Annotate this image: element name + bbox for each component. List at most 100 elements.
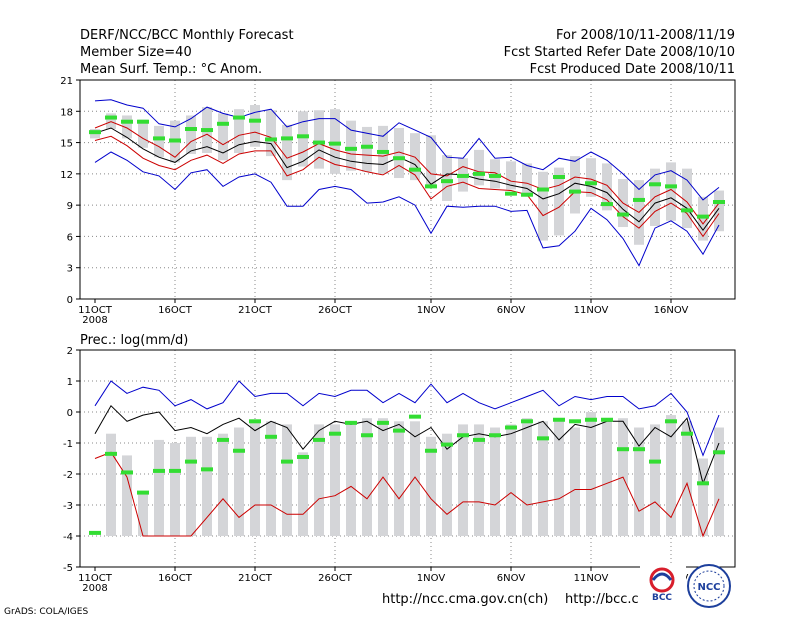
ensemble-box <box>330 109 340 174</box>
ensemble-box <box>442 155 452 201</box>
green-marker <box>633 197 645 202</box>
green-marker <box>633 447 645 452</box>
y-tick-label: 6 <box>67 232 73 243</box>
ensemble-box <box>490 159 500 189</box>
ensemble-box <box>474 149 484 186</box>
green-marker <box>473 437 485 442</box>
green-marker <box>521 419 533 424</box>
green-marker <box>345 420 357 425</box>
ensemble-box <box>362 418 372 536</box>
y-tick-label: 0 <box>67 408 73 419</box>
green-marker <box>313 140 325 145</box>
x-tick-label: 11NOV <box>574 305 609 316</box>
y-tick-label: 1 <box>67 377 73 388</box>
green-marker <box>105 115 117 120</box>
green-marker <box>553 174 565 179</box>
y-tick-label: 3 <box>67 264 73 275</box>
ensemble-box <box>570 156 580 214</box>
ensemble-box <box>522 418 532 536</box>
green-marker <box>537 187 549 192</box>
precipitation-panel: -5 -4 -3 -2 -1 0 1 2 11OCT 16OCT 21OCT 26OCT 1NOV 6NO… <box>63 346 736 594</box>
green-marker <box>329 141 341 146</box>
ensemble-box <box>218 113 228 161</box>
green-marker <box>585 417 597 422</box>
ensemble-box <box>122 455 132 536</box>
ensemble-box <box>410 421 420 536</box>
ncc-logo-text: NCC <box>697 582 720 593</box>
ensemble-box <box>586 158 596 197</box>
green-marker <box>713 450 725 455</box>
green-marker <box>233 448 245 453</box>
x-tick-label: 6NOV <box>497 573 526 584</box>
ensemble-box <box>138 492 148 536</box>
green-marker <box>217 121 229 126</box>
ensemble-box <box>202 436 212 536</box>
green-marker <box>137 119 149 124</box>
green-marker <box>425 184 437 189</box>
green-marker <box>249 419 261 424</box>
y-tick-label: 18 <box>60 107 73 118</box>
bcc-url: http://bcc.c <box>565 592 639 607</box>
ensemble-box <box>506 161 516 190</box>
green-marker <box>505 191 517 196</box>
green-marker <box>441 179 453 184</box>
green-marker <box>185 459 197 464</box>
ensemble-box <box>570 427 580 536</box>
green-marker <box>617 447 629 452</box>
temperature-panel: 0 3 6 9 12 15 18 21 11OCT 16OCT 21OCT 26OCT 1NOV 6NOV… <box>60 76 736 326</box>
green-marker <box>137 490 149 495</box>
ensemble-box <box>314 424 324 536</box>
green-marker <box>409 167 421 172</box>
green-marker <box>425 448 437 453</box>
y-tick-label: 9 <box>67 201 73 212</box>
series-line-lower <box>94 135 720 238</box>
ensemble-box <box>698 458 708 536</box>
green-marker <box>89 530 101 535</box>
ensemble-box <box>234 109 244 153</box>
ensemble-box <box>266 421 276 536</box>
ensemble-box <box>170 443 180 536</box>
series-line-mean <box>94 404 720 485</box>
x-tick-label: 16OCT <box>158 305 193 316</box>
green-marker <box>649 459 661 464</box>
y-tick-label: 12 <box>60 170 73 181</box>
forecast-period: For 2008/10/11-2008/11/19 <box>556 28 735 43</box>
bcc-logo: BCC <box>640 565 686 605</box>
ensemble-box <box>282 124 292 181</box>
green-marker <box>169 468 181 473</box>
green-marker <box>313 437 325 442</box>
green-marker <box>153 468 165 473</box>
green-marker <box>601 417 613 422</box>
series-line-min <box>94 99 720 201</box>
ensemble-box <box>714 190 724 232</box>
x-tick-label: 16OCT <box>158 573 193 584</box>
green-marker <box>601 202 613 207</box>
x-tick-label: 11OCT <box>78 305 113 316</box>
green-marker <box>681 208 693 213</box>
green-marker <box>665 184 677 189</box>
ensemble-box <box>586 412 596 536</box>
y-tick-label: -1 <box>63 439 73 450</box>
green-marker <box>201 128 213 133</box>
ensemble-box <box>666 162 676 221</box>
ensemble-box <box>394 421 404 536</box>
green-marker <box>569 189 581 194</box>
x-year-label: 2008 <box>82 583 107 594</box>
green-marker <box>265 434 277 439</box>
green-marker <box>281 136 293 141</box>
y-tick-label: -3 <box>63 501 73 512</box>
x-tick-label: 1NOV <box>417 305 446 316</box>
green-marker <box>329 431 341 436</box>
series-line-upper <box>94 121 720 225</box>
ensemble-box <box>218 433 228 536</box>
ensemble-box <box>298 452 308 536</box>
x-tick-label: 11NOV <box>574 573 609 584</box>
ncc-logo: NCC <box>687 564 731 608</box>
ensemble-box <box>426 436 436 536</box>
y-tick-label: 2 <box>67 346 73 357</box>
ensemble-box <box>106 433 116 536</box>
green-marker <box>377 149 389 154</box>
ensemble-box <box>186 436 196 536</box>
variable-label: Mean Surf. Temp.: °C Anom. <box>80 62 262 77</box>
ensemble-box <box>282 424 292 536</box>
